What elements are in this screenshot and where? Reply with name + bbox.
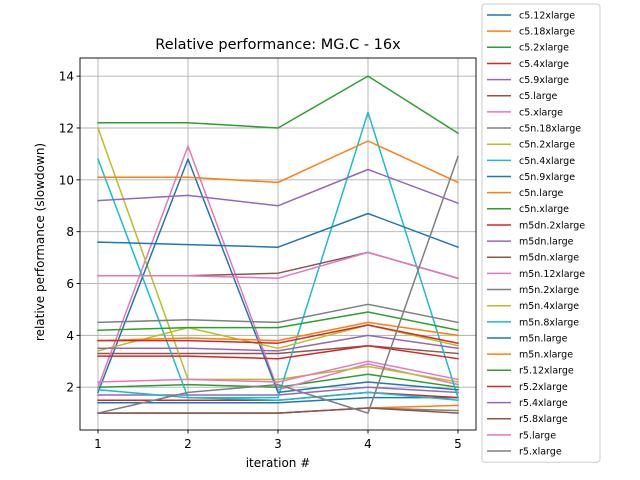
y-tick-label: 14 — [59, 70, 74, 84]
legend-entry-label: m5n.8xlarge — [519, 317, 579, 328]
legend-entry-label: c5.12xlarge — [519, 10, 575, 21]
legend-entry-label: c5n.4xlarge — [519, 156, 575, 167]
legend-entry-label: m5n.4xlarge — [519, 301, 579, 312]
legend-entry-label: c5.4xlarge — [519, 59, 569, 70]
legend-box — [481, 3, 601, 463]
legend-entry-label: c5n.9xlarge — [519, 172, 575, 183]
y-tick-label: 12 — [59, 121, 74, 135]
legend-entry-label: c5n.xlarge — [519, 204, 569, 215]
legend-entry-label: c5n.large — [519, 188, 564, 199]
series-line-c5-large — [97, 344, 459, 355]
series-line-c5n-2xlarge — [97, 127, 459, 383]
y-tick-label: 4 — [66, 329, 74, 343]
x-tick-label: 5 — [454, 437, 462, 451]
legend-entry-label: r5.12xlarge — [519, 366, 574, 377]
series-line-c5n-4xlarge — [97, 111, 459, 399]
y-tick-label: 10 — [59, 173, 74, 187]
legend-entry-label: r5.large — [519, 430, 556, 441]
x-tick-label: 1 — [94, 437, 102, 451]
series-line-m5dn-large — [97, 168, 459, 207]
x-tick-label: 3 — [274, 437, 282, 451]
series-line-r5-12xlarge — [97, 311, 459, 332]
y-tick-label: 6 — [66, 277, 74, 291]
series-line-r5-4xlarge — [97, 334, 459, 352]
chart-title: Relative performance: MG.C - 16x — [155, 37, 401, 53]
legend-entry-label: m5dn.large — [519, 237, 574, 248]
legend-entry-label: r5.xlarge — [519, 446, 562, 457]
legend-entry-label: m5n.large — [519, 333, 568, 344]
legend-entry-label: m5dn.xlarge — [519, 253, 579, 264]
y-axis-label: relative performance (slowdown) — [33, 143, 47, 341]
legend-entry-label: c5.xlarge — [519, 107, 563, 118]
legend-entry-label: r5.2xlarge — [519, 382, 568, 393]
legend-entry-label: r5.8xlarge — [519, 414, 568, 425]
series-line-m5n-12xlarge — [97, 251, 459, 280]
legend: c5.12xlarge c5.18xlarge c5.2xlarge c5.4xlar… — [481, 3, 601, 463]
x-axis-label: iteration # — [246, 456, 311, 470]
series-line-c5n-9xlarge — [97, 158, 459, 394]
legend-entry-label: m5n.xlarge — [519, 350, 573, 361]
legend-entry-label: m5n.12xlarge — [519, 269, 585, 280]
series-line-m5n-8xlarge — [97, 388, 459, 402]
legend-entry-label: c5n.18xlarge — [519, 123, 581, 134]
legend-entry-label: c5.18xlarge — [519, 27, 575, 38]
legend-entry-label: r5.4xlarge — [519, 398, 568, 409]
series-line-c5n-large — [97, 140, 459, 184]
series-line-c5-xlarge — [97, 145, 459, 391]
series-lines — [97, 75, 460, 414]
series-line-m5n-4xlarge — [97, 324, 459, 352]
series-line-r5-8xlarge — [97, 407, 459, 414]
y-tick-label: 2 — [66, 381, 74, 395]
series-line-m5n-large — [97, 212, 459, 249]
series-line-c5-12xlarge — [97, 396, 459, 404]
series-line-m5dn-2xlarge — [97, 344, 459, 360]
series-line-c5-2xlarge — [97, 373, 459, 389]
legend-entry-label: m5n.2xlarge — [519, 285, 579, 296]
legend-entry-label: m5dn.2xlarge — [519, 220, 585, 231]
legend-entry-label: c5n.2xlarge — [519, 140, 575, 151]
series-line-r5-large — [97, 360, 459, 383]
series-line-r5-xlarge — [97, 155, 459, 414]
legend-entry-label: c5.large — [519, 91, 558, 102]
series-line-c5n-xlarge — [97, 75, 460, 135]
series-line-m5n-2xlarge — [97, 303, 459, 324]
y-tick-label: 8 — [66, 225, 74, 239]
x-tick-label: 4 — [364, 437, 372, 451]
x-tick-label: 2 — [184, 437, 192, 451]
legend-entry-label: c5.2xlarge — [519, 43, 569, 54]
series-line-r5-2xlarge — [97, 324, 459, 345]
legend-entry-label: c5.9xlarge — [519, 75, 569, 86]
